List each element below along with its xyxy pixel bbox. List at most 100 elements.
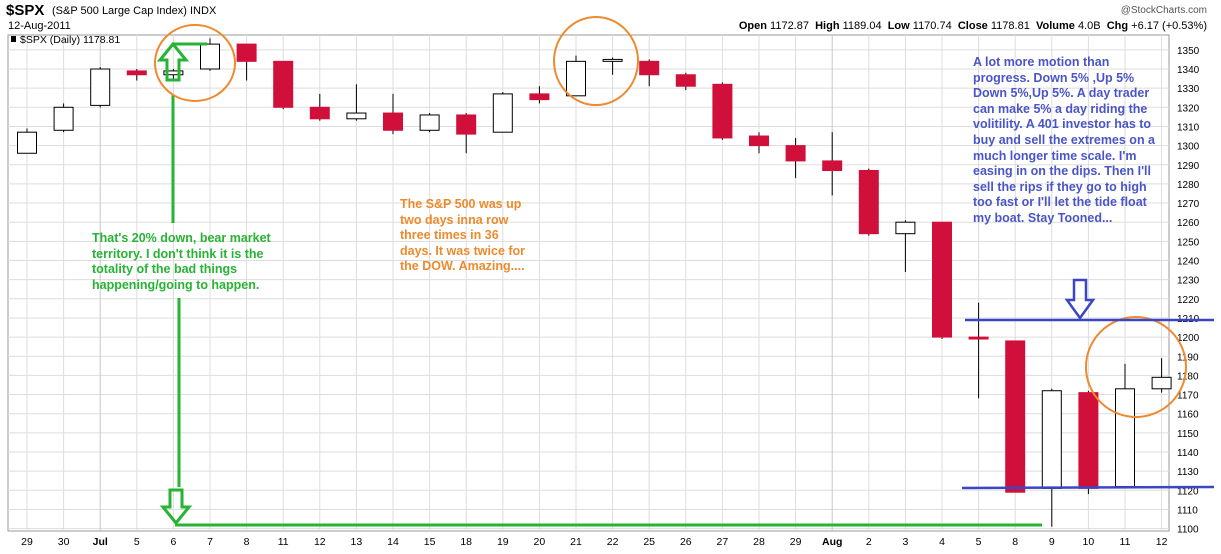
- candle-down: [273, 60, 294, 108]
- y-tick-label: 1110: [1177, 505, 1198, 516]
- y-tick-label: 1130: [1177, 467, 1199, 478]
- candle-up: [492, 93, 513, 133]
- brand-watermark: @StockCharts.com: [1120, 5, 1207, 16]
- x-tick-label: 27: [717, 536, 729, 548]
- series-label: $SPX (Daily) 1178.81: [20, 34, 120, 46]
- y-tick-label: 1230: [1177, 276, 1200, 287]
- blue-support-line: [961, 485, 1215, 490]
- close-label: Close: [957, 20, 988, 32]
- y-tick-label: 1160: [1177, 410, 1199, 421]
- x-tick-label: 25: [643, 536, 655, 548]
- low-label: Low: [887, 20, 910, 32]
- x-tick-label: 11: [278, 536, 289, 548]
- x-tick-label: 29: [21, 536, 33, 548]
- y-tick-label: 1340: [1177, 65, 1200, 76]
- volume-label: Volume: [1035, 20, 1075, 32]
- annotation-bear-market: That's 20% down, bear market territory. …: [92, 231, 271, 292]
- candle-down: [785, 145, 806, 162]
- orange-circle: [1085, 316, 1187, 418]
- close-value: 1178.81: [990, 20, 1030, 32]
- y-tick-label: 1140: [1177, 448, 1199, 459]
- y-tick-label: 1240: [1177, 257, 1200, 268]
- x-tick-label: 5: [976, 536, 982, 548]
- candle-up: [1041, 390, 1062, 489]
- y-tick-label: 1300: [1177, 142, 1200, 153]
- x-tick-label: 2: [866, 536, 872, 548]
- y-tick-label: 1190: [1177, 352, 1199, 363]
- x-tick-label: 9: [1049, 536, 1055, 548]
- candle-down: [309, 106, 330, 120]
- y-tick-label: 1310: [1177, 122, 1200, 133]
- y-tick-label: 1280: [1177, 180, 1200, 191]
- x-tick-label: 29: [790, 536, 802, 548]
- candle-down: [456, 114, 477, 135]
- y-tick-label: 1180: [1177, 371, 1199, 382]
- x-tick-label: 3: [902, 536, 908, 548]
- x-tick-label: 11: [1120, 536, 1131, 548]
- x-tick-label: 6: [170, 536, 176, 548]
- low-value: 1170.74: [912, 20, 952, 32]
- candle-up: [90, 68, 111, 106]
- x-tick-label: 18: [460, 536, 472, 548]
- x-tick-label: 13: [351, 536, 363, 548]
- candle-up: [1151, 376, 1172, 390]
- index-name: (S&P 500 Large Cap Index) INDX: [52, 5, 217, 17]
- y-tick-label: 1290: [1177, 161, 1200, 172]
- candle-down: [126, 70, 147, 76]
- x-tick-label: 12: [314, 536, 326, 548]
- x-tick-label: 30: [58, 536, 70, 548]
- candle-up: [1115, 388, 1135, 487]
- candle-down: [968, 336, 989, 340]
- x-tick-label: 19: [497, 536, 509, 548]
- chg-label: Chg: [1106, 20, 1129, 32]
- candle-down: [639, 60, 660, 76]
- y-tick-label: 1170: [1177, 391, 1199, 402]
- candle-up: [895, 221, 916, 235]
- plot-frame: [7, 34, 1170, 532]
- candle-up: [163, 70, 184, 76]
- orange-circle: [553, 16, 639, 106]
- candle-up: [17, 131, 37, 154]
- candle-down: [932, 221, 952, 338]
- orange-circle: [154, 24, 236, 102]
- x-tick-label: 10: [1083, 536, 1095, 548]
- green-down-arrow-icon: [159, 488, 193, 526]
- candle-up: [346, 112, 367, 120]
- y-tick-label: 1350: [1177, 46, 1200, 57]
- x-tick-label: 8: [244, 536, 250, 548]
- candle-down: [529, 93, 550, 101]
- y-tick-label: 1270: [1177, 199, 1200, 210]
- x-tick-label: 12: [1156, 536, 1168, 548]
- open-label: Open: [738, 20, 767, 32]
- chg-value: +6.17 (+0.53%): [1131, 20, 1207, 32]
- x-tick-label: 21: [570, 536, 582, 548]
- high-label: High: [815, 20, 840, 32]
- candle-down: [712, 83, 733, 139]
- x-tick-label: 20: [534, 536, 546, 548]
- y-tick-label: 1120: [1177, 486, 1199, 497]
- candle-up: [602, 58, 623, 62]
- x-tick-label: Aug: [822, 536, 842, 548]
- ohlc-readout: Open 1172.87 High 1189.04 Low 1170.74 Cl…: [739, 20, 1207, 32]
- candle-up: [53, 106, 74, 131]
- x-tick-label: 5: [134, 536, 140, 548]
- green-up-arrow-icon: [156, 41, 190, 82]
- candle-down: [236, 43, 257, 62]
- volume-value: 4.0B: [1077, 20, 1101, 32]
- x-tick-label: 7: [207, 536, 213, 548]
- y-tick-label: 1260: [1177, 218, 1200, 229]
- legend-marker: [11, 36, 16, 42]
- candle-down: [383, 112, 403, 131]
- symbol-title: $SPX: [6, 2, 45, 19]
- y-tick-label: 1150: [1177, 429, 1199, 440]
- y-tick-label: 1220: [1177, 295, 1200, 306]
- candle-down: [749, 135, 769, 147]
- x-tick-label: Jul: [93, 536, 108, 548]
- candle-down: [858, 169, 879, 235]
- open-value: 1172.87: [770, 20, 809, 32]
- y-tick-label: 1330: [1177, 84, 1200, 95]
- x-tick-label: 22: [607, 536, 619, 548]
- x-tick-label: 14: [387, 536, 399, 548]
- y-tick-label: 1320: [1177, 103, 1200, 114]
- y-tick-label: 1200: [1177, 333, 1200, 344]
